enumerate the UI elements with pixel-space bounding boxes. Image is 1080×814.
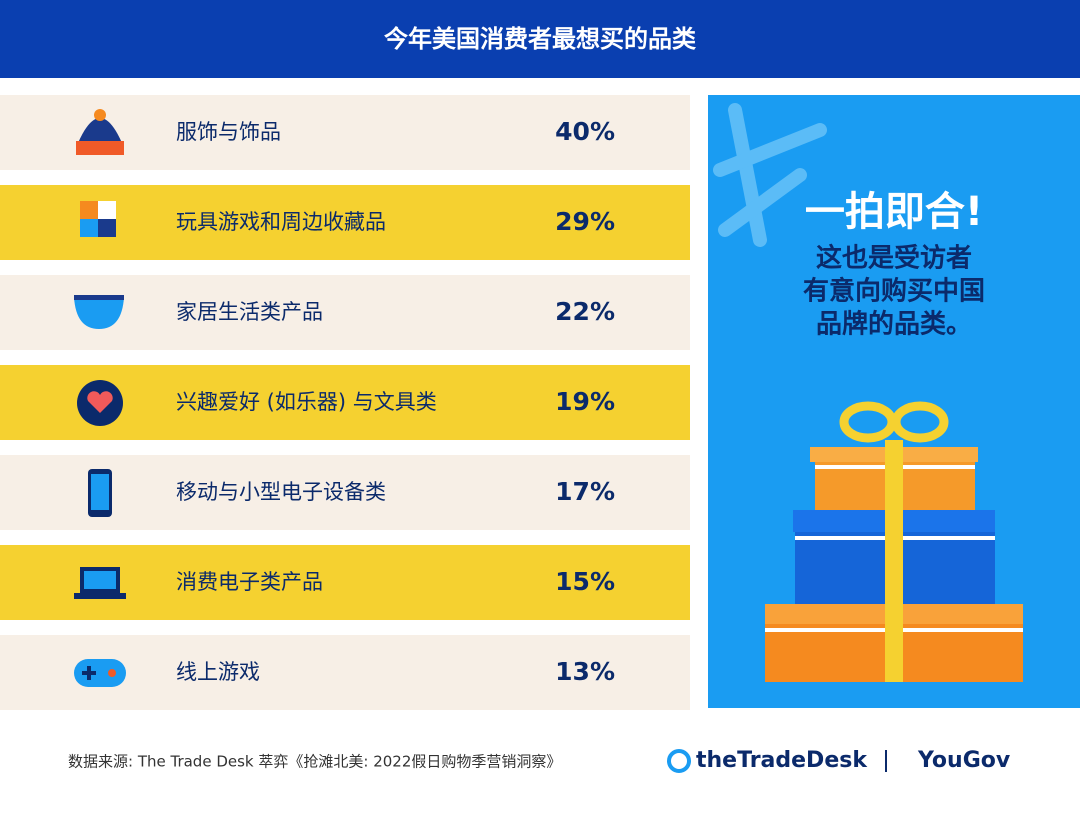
icon (74, 297, 124, 329)
row-label: 玩具游戏和周边收藏品 (176, 210, 386, 234)
panel-line: 品牌的品类。 (816, 309, 972, 340)
row-label: 家居生活类产品 (176, 300, 323, 324)
icon (78, 118, 122, 143)
row-label: 消费电子类产品 (176, 570, 323, 594)
logo: YouGov (917, 748, 1011, 773)
row: 玩具游戏和周边收藏品 29% (0, 185, 690, 260)
panel-line: 这也是受访者 (816, 243, 972, 274)
icon (87, 666, 91, 680)
icon (76, 141, 124, 155)
icon (91, 474, 109, 510)
logo-mark (667, 749, 691, 773)
logo: theTradeDesk (696, 748, 868, 773)
icon (74, 659, 126, 687)
row-value: 15% (555, 567, 615, 596)
row: 移动与小型电子设备类 17% (0, 455, 690, 530)
row-label: 移动与小型电子设备类 (176, 480, 386, 504)
row: 兴趣爱好 (如乐器) 与文具类 19% (0, 365, 690, 440)
row-label: 兴趣爱好 (如乐器) 与文具类 (176, 390, 437, 414)
icon (84, 571, 116, 589)
row-label: 线上游戏 (176, 660, 260, 684)
row: 家居生活类产品 22% (0, 275, 690, 350)
source: 数据来源: The Trade Desk 萃弈《抢滩北美: 2022假日购物季营… (68, 753, 561, 771)
title: 今年美国消费者最想买的品类 (384, 25, 697, 53)
icon (80, 219, 98, 237)
row-value: 40% (555, 117, 615, 146)
icon (94, 109, 106, 121)
row-value: 22% (555, 297, 615, 326)
row-value: 29% (555, 207, 615, 236)
row: 服饰与饰品 40% (0, 95, 690, 170)
row-value: 13% (555, 657, 615, 686)
sparkle (713, 103, 827, 247)
row: 线上游戏 13% (0, 635, 690, 710)
gift-stack (765, 401, 1023, 682)
icon (87, 391, 113, 413)
row-bg (0, 455, 690, 530)
row-value: 17% (555, 477, 615, 506)
panel-line: 有意向购买中国 (803, 276, 985, 307)
icon (98, 201, 116, 219)
icon (74, 295, 124, 300)
panel-headline: 一拍即合! (805, 189, 983, 235)
row: 消费电子类产品 15% (0, 545, 690, 620)
icon (108, 669, 116, 677)
rows: 服饰与饰品 40% 玩具游戏和周边收藏品 29% 家居生活类产品 22% 兴趣爱好 (如乐器… (0, 95, 690, 710)
icon (98, 219, 116, 237)
header-bar (0, 0, 1080, 78)
icon (74, 593, 126, 599)
row-value: 19% (555, 387, 615, 416)
row-label: 服饰与饰品 (176, 120, 281, 144)
icon (80, 201, 98, 219)
